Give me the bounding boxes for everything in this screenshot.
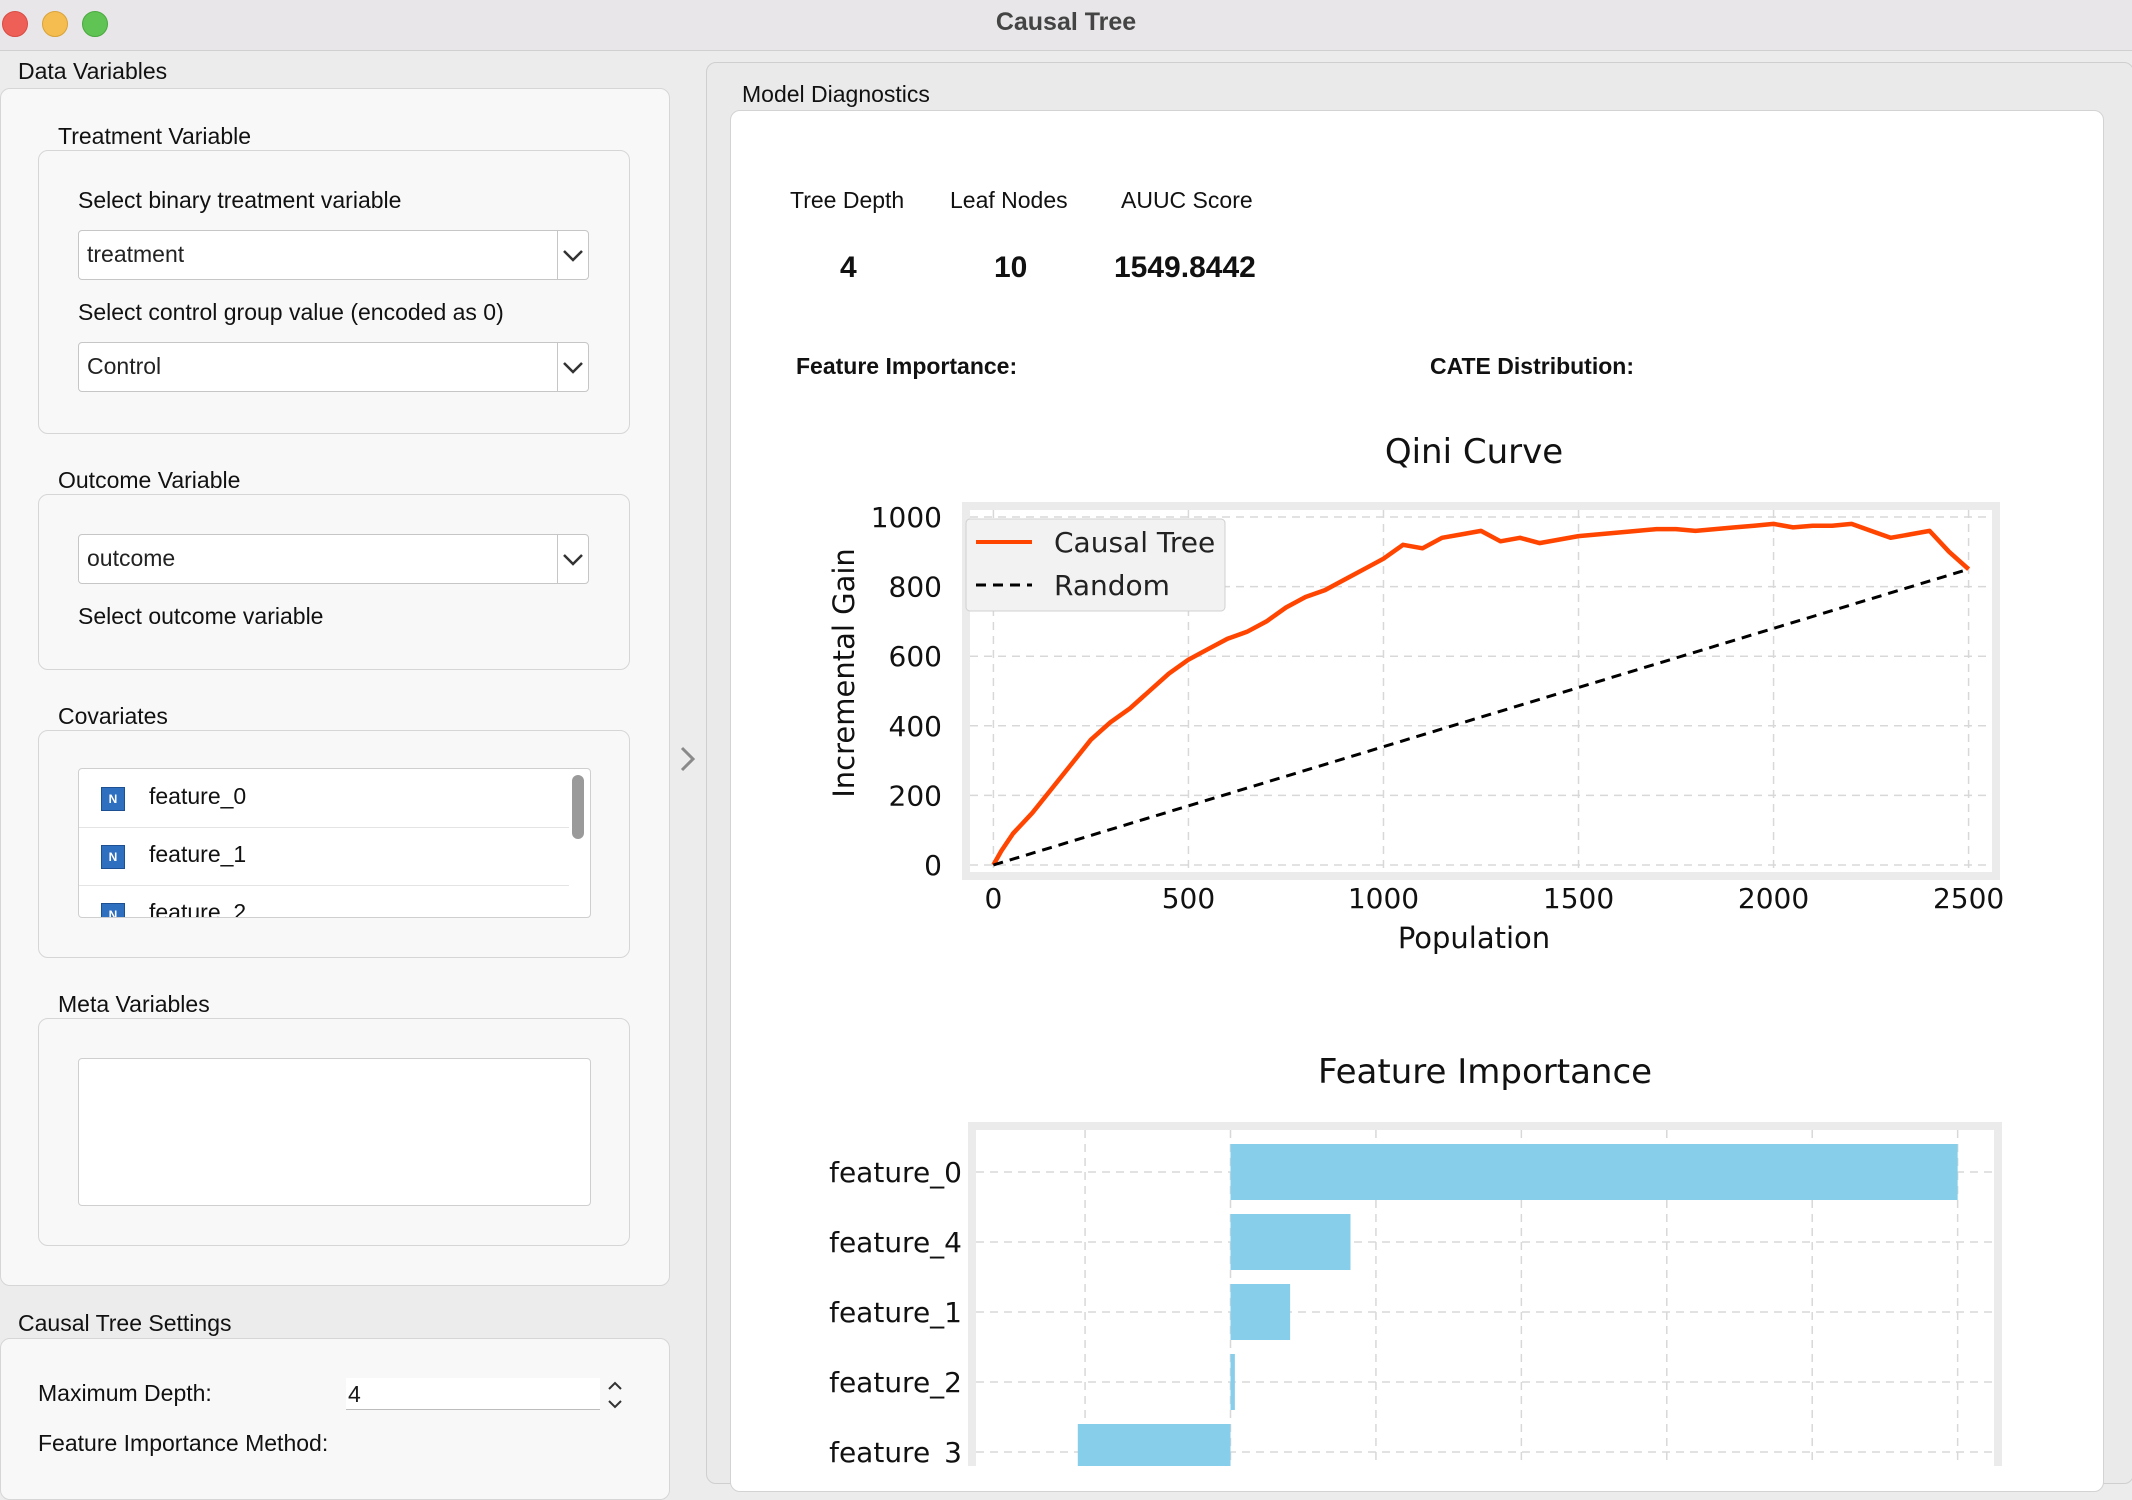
- list-item[interactable]: N feature_1: [79, 827, 569, 886]
- fi-method-label: Feature Importance Method:: [38, 1430, 329, 1456]
- chevron-down-icon: [557, 231, 588, 279]
- meta-variables-list[interactable]: [78, 1058, 591, 1206]
- data-variables-label: Data Variables: [18, 58, 168, 84]
- max-depth-spinbox[interactable]: 4: [346, 1378, 600, 1410]
- auuc-value: 1549.8442: [1114, 251, 1256, 284]
- max-depth-value: 4: [348, 1381, 361, 1407]
- covariate-name: feature_1: [149, 841, 247, 867]
- covariate-name: feature_2: [149, 899, 247, 918]
- covariate-name: feature_0: [149, 783, 247, 809]
- list-item[interactable]: N feature_2: [79, 885, 569, 918]
- causal-tree-settings-label: Causal Tree Settings: [18, 1310, 232, 1336]
- close-window-button[interactable]: [2, 11, 28, 37]
- meta-group-label: Meta Variables: [58, 991, 210, 1017]
- treatment-dropdown-value: treatment: [87, 241, 185, 267]
- covariates-list[interactable]: N feature_0 N feature_1 N feature_2: [78, 768, 591, 918]
- spin-up-down-icon: [608, 1381, 622, 1409]
- outcome-dropdown[interactable]: outcome: [78, 534, 589, 584]
- model-diagnostics-label: Model Diagnostics: [742, 81, 930, 107]
- outcome-group-label: Outcome Variable: [58, 467, 241, 493]
- max-depth-label: Maximum Depth:: [38, 1380, 212, 1406]
- window-title: Causal Tree: [995, 8, 1137, 36]
- list-scrollbar[interactable]: [572, 775, 584, 839]
- model-diagnostics-panel: [730, 110, 2104, 1492]
- control-value-dropdown[interactable]: Control: [78, 342, 589, 392]
- chevron-down-icon: [557, 343, 588, 391]
- treatment-group-label: Treatment Variable: [58, 123, 252, 149]
- control-value-label: Select control group value (encoded as 0…: [78, 299, 504, 325]
- tree-depth-label: Tree Depth: [790, 187, 905, 213]
- covariates-group-label: Covariates: [58, 703, 168, 729]
- treatment-dropdown[interactable]: treatment: [78, 230, 589, 280]
- outcome-hint: Select outcome variable: [78, 603, 324, 629]
- zoom-window-button[interactable]: [82, 11, 108, 37]
- treatment-select-label: Select binary treatment variable: [78, 187, 402, 213]
- outcome-dropdown-value: outcome: [87, 545, 176, 571]
- control-dropdown-value: Control: [87, 353, 162, 379]
- numeric-variable-icon: N: [101, 845, 125, 869]
- minimize-window-button[interactable]: [42, 11, 68, 37]
- title-bar: Causal Tree: [0, 0, 2132, 51]
- leaf-nodes-value: 10: [994, 251, 1028, 284]
- leaf-nodes-label: Leaf Nodes: [950, 187, 1068, 213]
- feature-importance-label: Feature Importance:: [796, 353, 1018, 379]
- chevron-down-icon: [557, 535, 588, 583]
- cate-distribution-label: CATE Distribution:: [1430, 353, 1634, 379]
- numeric-variable-icon: N: [101, 903, 125, 917]
- numeric-variable-icon: N: [101, 787, 125, 811]
- chevron-right-icon[interactable]: [676, 744, 700, 774]
- tree-depth-value: 4: [840, 251, 857, 284]
- list-item[interactable]: N feature_0: [79, 769, 569, 828]
- settings-panel: [0, 1338, 670, 1500]
- auuc-label: AUUC Score: [1121, 187, 1253, 213]
- spin-arrows[interactable]: [604, 1376, 626, 1414]
